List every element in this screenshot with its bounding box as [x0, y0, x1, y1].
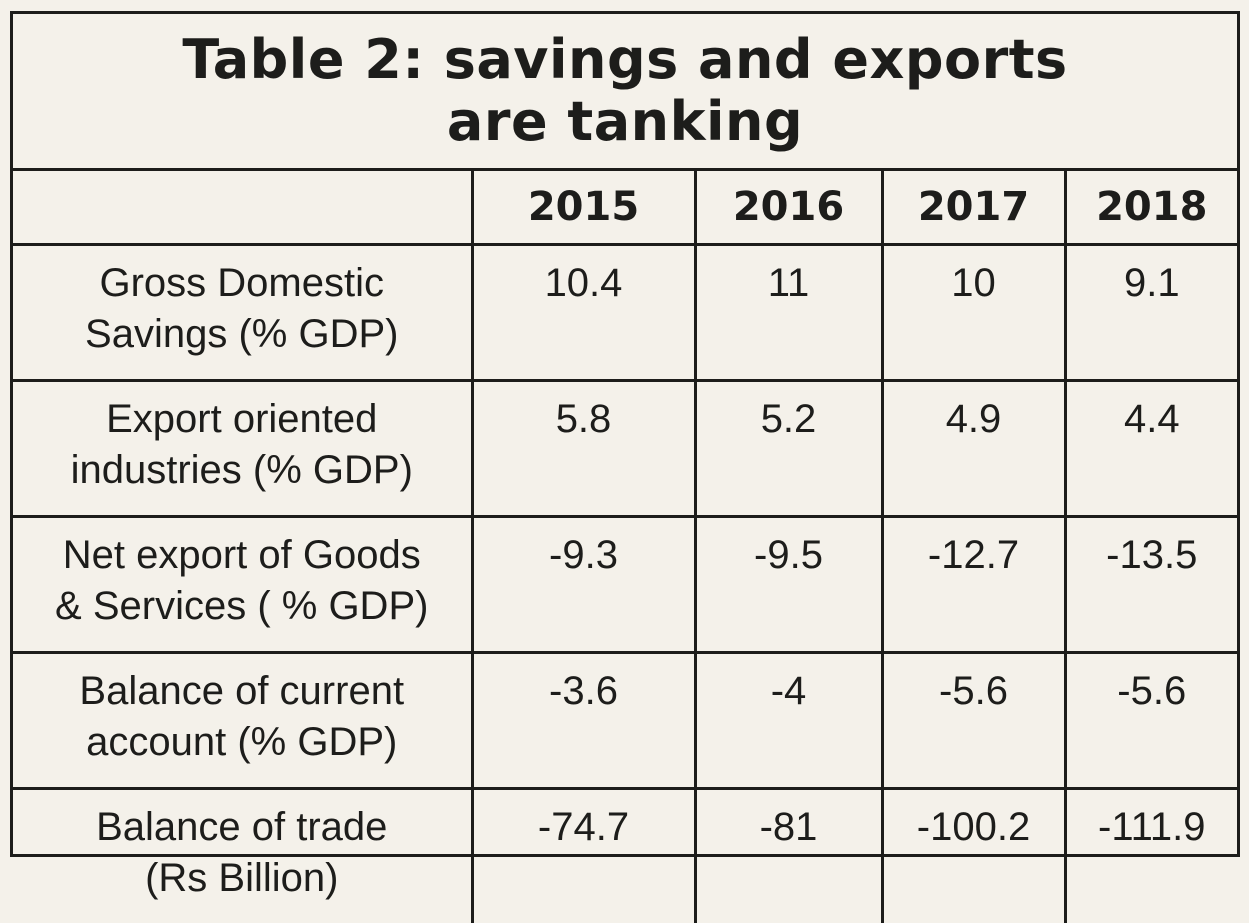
table-cell: -81 — [695, 789, 882, 923]
table-cell: -111.9 — [1065, 789, 1237, 923]
table-title-line-2: are tanking — [13, 91, 1237, 153]
table-cell: 5.8 — [472, 381, 695, 517]
row-label-line: industries (% GDP) — [19, 445, 465, 496]
row-label-line: Balance of current — [19, 666, 465, 717]
row-label-line: Gross Domestic — [19, 258, 465, 309]
row-label: Balance of trade (Rs Billion) — [13, 789, 472, 923]
row-label-line: Savings (% GDP) — [19, 309, 465, 360]
table-cell: 4.4 — [1065, 381, 1237, 517]
row-label-line: Export oriented — [19, 394, 465, 445]
table-row: Export oriented industries (% GDP) 5.8 5… — [13, 381, 1237, 517]
table-cell: -4 — [695, 653, 882, 789]
header-cell-empty — [13, 170, 472, 245]
table-cell: 10 — [882, 245, 1065, 381]
table-row: Balance of trade (Rs Billion) -74.7 -81 … — [13, 789, 1237, 923]
table-cell: 5.2 — [695, 381, 882, 517]
header-row: 2015 2016 2017 2018 — [13, 170, 1237, 245]
row-label-line: (Rs Billion) — [19, 853, 465, 904]
table-cell: -74.7 — [472, 789, 695, 923]
row-label: Net export of Goods & Services ( % GDP) — [13, 517, 472, 653]
header-cell-2015: 2015 — [472, 170, 695, 245]
table-cell: 11 — [695, 245, 882, 381]
header-cell-2018: 2018 — [1065, 170, 1237, 245]
table-title: Table 2: savings and exports are tanking — [13, 14, 1237, 170]
table-cell: -100.2 — [882, 789, 1065, 923]
table-cell: -5.6 — [1065, 653, 1237, 789]
row-label-line: & Services ( % GDP) — [19, 581, 465, 632]
row-label-line: account (% GDP) — [19, 717, 465, 768]
table-cell: -13.5 — [1065, 517, 1237, 653]
table-row: Gross Domestic Savings (% GDP) 10.4 11 1… — [13, 245, 1237, 381]
row-label: Gross Domestic Savings (% GDP) — [13, 245, 472, 381]
table-frame: Table 2: savings and exports are tanking… — [10, 11, 1240, 857]
table-title-line-1: Table 2: savings and exports — [13, 29, 1237, 91]
table-cell: 4.9 — [882, 381, 1065, 517]
table-cell: 10.4 — [472, 245, 695, 381]
table-cell: 9.1 — [1065, 245, 1237, 381]
data-table: Table 2: savings and exports are tanking… — [13, 14, 1237, 923]
table-cell: -9.3 — [472, 517, 695, 653]
table-cell: -3.6 — [472, 653, 695, 789]
header-cell-2017: 2017 — [882, 170, 1065, 245]
table-cell: -12.7 — [882, 517, 1065, 653]
table-row: Net export of Goods & Services ( % GDP) … — [13, 517, 1237, 653]
row-label: Balance of current account (% GDP) — [13, 653, 472, 789]
row-label-line: Balance of trade — [19, 802, 465, 853]
row-label: Export oriented industries (% GDP) — [13, 381, 472, 517]
header-cell-2016: 2016 — [695, 170, 882, 245]
table-cell: -9.5 — [695, 517, 882, 653]
table-row: Balance of current account (% GDP) -3.6 … — [13, 653, 1237, 789]
table-cell: -5.6 — [882, 653, 1065, 789]
row-label-line: Net export of Goods — [19, 530, 465, 581]
